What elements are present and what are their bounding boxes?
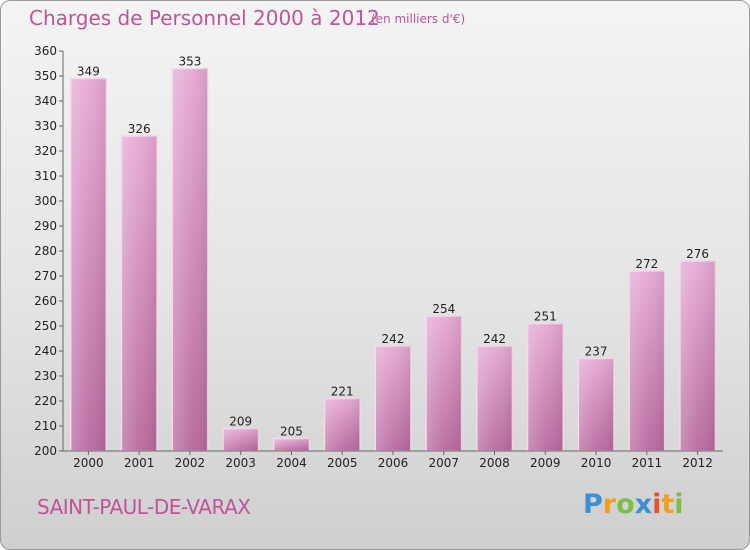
logo-letter: x xyxy=(634,489,653,520)
x-tick-label: 2006 xyxy=(378,456,409,470)
bar-sheen xyxy=(324,398,360,451)
y-tick-label: 220 xyxy=(34,394,57,408)
y-tick-label: 240 xyxy=(34,344,57,358)
bar-value-label: 276 xyxy=(686,247,709,261)
logo-letter: r xyxy=(602,489,617,520)
bar-sheen xyxy=(426,316,462,451)
logo-letter: P xyxy=(583,489,603,520)
y-tick-label: 350 xyxy=(34,69,57,83)
y-axis-ticks: 200 210 220 230 240 250 260 270 280 290 300 310 320 3… xyxy=(34,44,63,458)
bar-sheen xyxy=(578,358,614,451)
y-tick-label: 280 xyxy=(34,244,57,258)
bar-sheen xyxy=(679,261,716,451)
y-tick-label: 340 xyxy=(34,94,57,108)
x-tick-label: 2009 xyxy=(530,456,561,470)
x-tick-label: 2010 xyxy=(581,456,612,470)
bar-value-label: 349 xyxy=(77,65,100,79)
bar-value-label: 272 xyxy=(635,257,658,271)
bar-value-label: 353 xyxy=(178,55,201,69)
x-tick-label: 2011 xyxy=(632,456,663,470)
logo-letter: t xyxy=(661,489,675,520)
x-tick-label: 2007 xyxy=(428,456,459,470)
x-axis-ticks: 2000 2001 2002 2003 2004 2005 2006 2007 2008 2009… xyxy=(73,451,713,470)
bar-value-label: 221 xyxy=(331,385,354,399)
commune-name: SAINT-PAUL-DE-VARAX xyxy=(37,495,251,519)
y-tick-label: 300 xyxy=(34,194,57,208)
bar-value-label: 242 xyxy=(483,332,506,346)
y-tick-label: 270 xyxy=(34,269,57,283)
bar-sheen xyxy=(172,68,208,451)
bar-value-label: 237 xyxy=(585,345,608,359)
y-tick-label: 210 xyxy=(34,419,57,433)
x-tick-label: 2002 xyxy=(175,456,206,470)
x-tick-label: 2005 xyxy=(327,456,358,470)
bar-value-label: 209 xyxy=(229,415,252,429)
y-tick-label: 330 xyxy=(34,119,57,133)
bar-sheen xyxy=(629,271,665,451)
bar-sheen xyxy=(70,78,107,451)
bar-value-label: 242 xyxy=(382,332,405,346)
y-tick-label: 200 xyxy=(34,444,57,458)
bar-sheen xyxy=(375,346,411,451)
logo-letter: i xyxy=(674,489,684,520)
logo-letter: o xyxy=(616,489,635,520)
bar-sheen xyxy=(476,346,513,451)
chart-title: Charges de Personnel 2000 à 2012 xyxy=(29,6,380,30)
x-tick-label: 2003 xyxy=(225,456,256,470)
y-tick-label: 290 xyxy=(34,219,57,233)
bar-value-label: 254 xyxy=(432,302,455,316)
y-tick-label: 260 xyxy=(34,294,57,308)
x-tick-label: 2008 xyxy=(479,456,510,470)
y-tick-label: 360 xyxy=(34,44,57,58)
y-tick-label: 320 xyxy=(34,144,57,158)
x-tick-label: 2012 xyxy=(682,456,713,470)
bar-value-label: 251 xyxy=(534,310,557,324)
bar-value-label: 326 xyxy=(128,122,151,136)
x-tick-label: 2001 xyxy=(124,456,155,470)
bar-sheen xyxy=(527,323,564,451)
y-tick-label: 310 xyxy=(34,169,57,183)
y-tick-label: 250 xyxy=(34,319,57,333)
y-tick-label: 230 xyxy=(34,369,57,383)
x-tick-label: 2004 xyxy=(276,456,307,470)
bar-sheen xyxy=(121,136,157,451)
bar-sheen xyxy=(222,428,259,451)
bar-sheen xyxy=(273,438,310,451)
chart-subtitle: (en milliers d'€) xyxy=(371,12,466,26)
logo-letter: i xyxy=(652,489,662,520)
bar-value-label: 205 xyxy=(280,425,303,439)
bars: 349 326 353 209 205 221 242 254 242 251 237 272 276 xyxy=(69,55,717,452)
proxiti-logo: Proxiti xyxy=(583,489,684,520)
x-tick-label: 2000 xyxy=(73,456,104,470)
